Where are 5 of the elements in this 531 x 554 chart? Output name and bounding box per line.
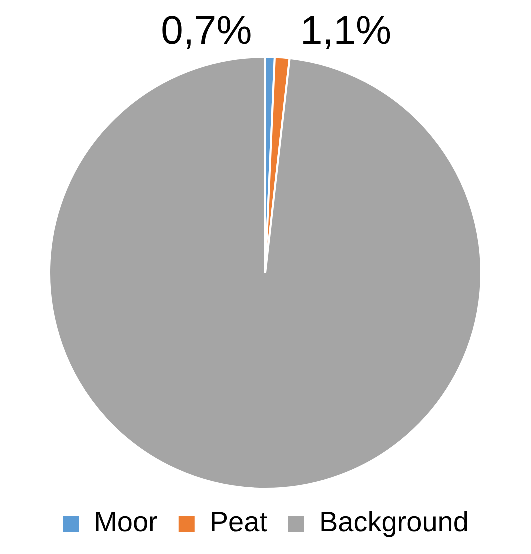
data-label: 0,7%	[161, 9, 252, 54]
legend-label: Peat	[210, 506, 268, 538]
legend-label: Background	[319, 506, 469, 538]
legend-label: Moor	[94, 506, 158, 538]
data-label: 1,1%	[300, 9, 392, 54]
